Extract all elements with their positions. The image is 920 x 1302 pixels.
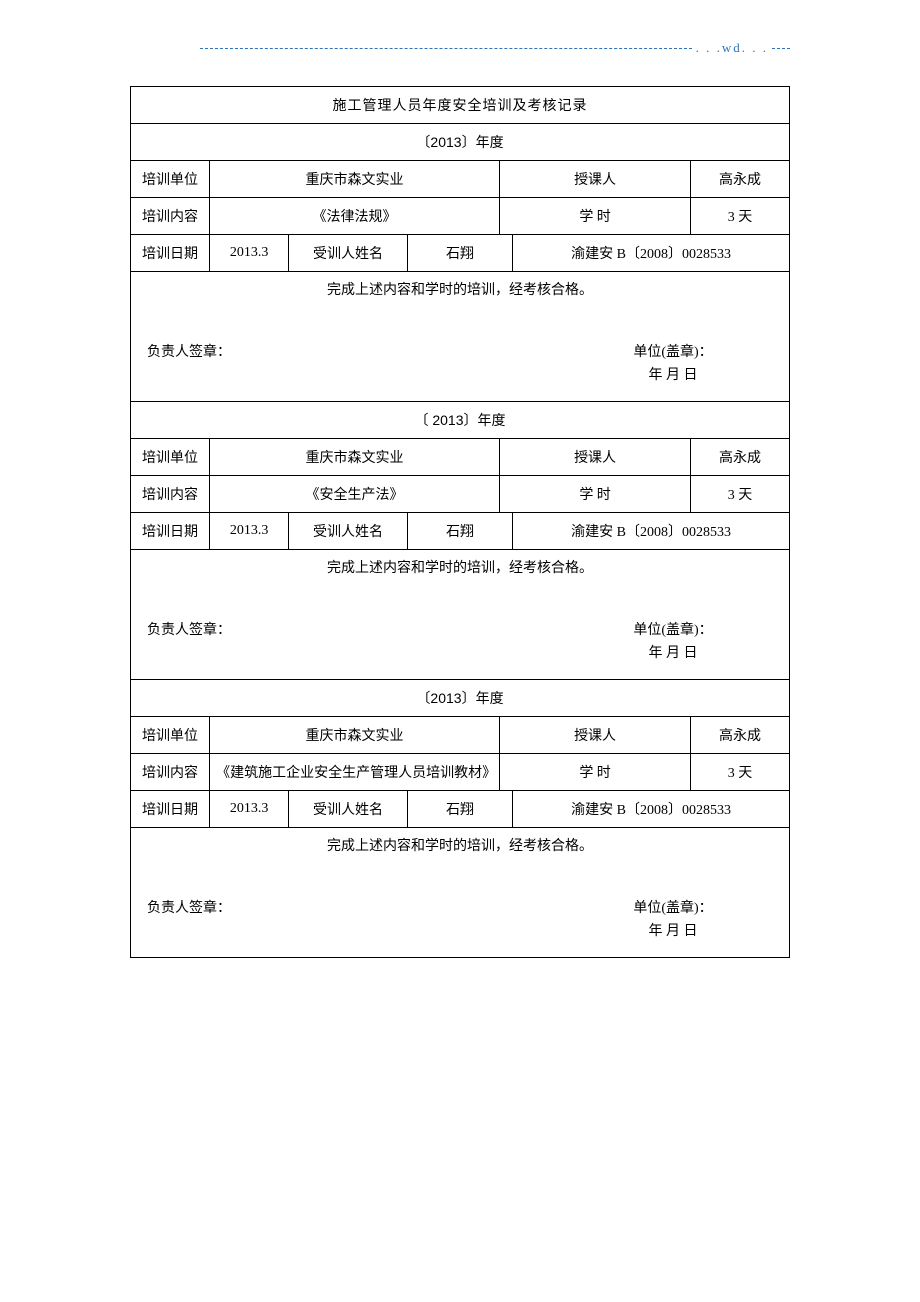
label-instructor: 授课人 <box>500 439 691 476</box>
year-heading: 〔2013〕年度 <box>131 680 790 717</box>
label-date: 培训日期 <box>131 513 210 550</box>
label-hours: 学 时 <box>500 754 691 791</box>
unit-stamp-label: 单位(盖章)： <box>563 342 783 364</box>
value-date: 2013.3 <box>210 791 289 828</box>
value-trainee: 石翔 <box>407 513 512 550</box>
header-wd-text: . . .wd. . . <box>692 40 772 56</box>
date-line: 年 月 日 <box>563 365 783 387</box>
label-unit: 培训单位 <box>131 717 210 754</box>
responsible-signature-label: 负责人签章： <box>137 898 231 943</box>
year-heading: 〔 2013〕年度 <box>131 402 790 439</box>
responsible-signature-label: 负责人签章： <box>137 620 231 665</box>
label-date: 培训日期 <box>131 791 210 828</box>
label-hours: 学 时 <box>500 476 691 513</box>
completion-text: 完成上述内容和学时的培训，经考核合格。 <box>137 558 783 580</box>
value-cert: 渝建安 B〔2008〕0028533 <box>513 791 790 828</box>
value-unit: 重庆市森文实业 <box>210 717 500 754</box>
label-content: 培训内容 <box>131 198 210 235</box>
label-unit: 培训单位 <box>131 161 210 198</box>
label-content: 培训内容 <box>131 754 210 791</box>
value-content: 《法律法规》 <box>210 198 500 235</box>
label-date: 培训日期 <box>131 235 210 272</box>
value-hours: 3 天 <box>691 754 790 791</box>
responsible-signature-label: 负责人签章： <box>137 342 231 387</box>
signature-block: 完成上述内容和学时的培训，经考核合格。 负责人签章： 单位(盖章)： 年 月 日 <box>131 828 790 958</box>
document-page: . . .wd. . . 施工管理人员年度安全培训及考核记录 〔2013〕年度 … <box>0 0 920 1018</box>
header-dash-left <box>200 48 692 49</box>
value-hours: 3 天 <box>691 476 790 513</box>
date-line: 年 月 日 <box>563 643 783 665</box>
value-unit: 重庆市森文实业 <box>210 439 500 476</box>
value-instructor: 高永成 <box>691 161 790 198</box>
label-content: 培训内容 <box>131 476 210 513</box>
label-trainee: 受训人姓名 <box>289 235 408 272</box>
label-unit: 培训单位 <box>131 439 210 476</box>
unit-stamp-label: 单位(盖章)： <box>563 898 783 920</box>
label-instructor: 授课人 <box>500 717 691 754</box>
signature-block: 完成上述内容和学时的培训，经考核合格。 负责人签章： 单位(盖章)： 年 月 日 <box>131 550 790 680</box>
value-hours: 3 天 <box>691 198 790 235</box>
value-content: 《安全生产法》 <box>210 476 500 513</box>
completion-text: 完成上述内容和学时的培训，经考核合格。 <box>137 836 783 858</box>
value-date: 2013.3 <box>210 513 289 550</box>
value-unit: 重庆市森文实业 <box>210 161 500 198</box>
value-cert: 渝建安 B〔2008〕0028533 <box>513 235 790 272</box>
year-heading: 〔2013〕年度 <box>131 124 790 161</box>
label-instructor: 授课人 <box>500 161 691 198</box>
signature-block: 完成上述内容和学时的培训，经考核合格。 负责人签章： 单位(盖章)： 年 月 日 <box>131 272 790 402</box>
value-trainee: 石翔 <box>407 235 512 272</box>
value-content: 《建筑施工企业安全生产管理人员培训教材》 <box>210 754 500 791</box>
header-dash-right <box>772 48 790 49</box>
completion-text: 完成上述内容和学时的培训，经考核合格。 <box>137 280 783 302</box>
value-instructor: 高永成 <box>691 717 790 754</box>
form-title: 施工管理人员年度安全培训及考核记录 <box>131 87 790 124</box>
page-header-rule: . . .wd. . . <box>200 40 790 56</box>
training-record-table: 施工管理人员年度安全培训及考核记录 〔2013〕年度 培训单位 重庆市森文实业 … <box>130 86 790 958</box>
label-trainee: 受训人姓名 <box>289 791 408 828</box>
label-trainee: 受训人姓名 <box>289 513 408 550</box>
date-line: 年 月 日 <box>563 921 783 943</box>
value-cert: 渝建安 B〔2008〕0028533 <box>513 513 790 550</box>
value-date: 2013.3 <box>210 235 289 272</box>
unit-stamp-label: 单位(盖章)： <box>563 620 783 642</box>
label-hours: 学 时 <box>500 198 691 235</box>
value-instructor: 高永成 <box>691 439 790 476</box>
value-trainee: 石翔 <box>407 791 512 828</box>
